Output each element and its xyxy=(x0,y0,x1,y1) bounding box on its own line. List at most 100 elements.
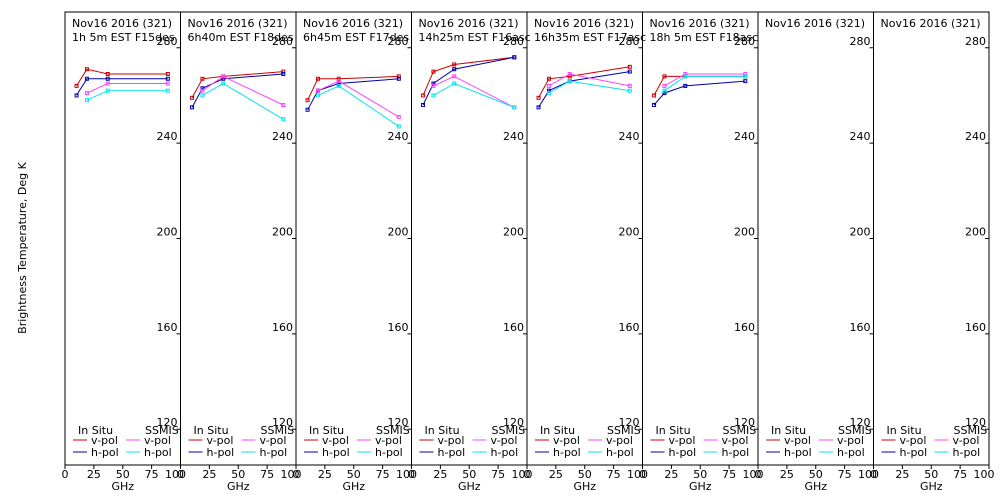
x-tick-label: 75 xyxy=(953,468,967,481)
x-tick-label: 50 xyxy=(578,468,592,481)
y-tick-label: 200 xyxy=(388,226,409,239)
data-point xyxy=(165,88,170,93)
legend-ssmis-h-pol-label: h-pol xyxy=(491,446,519,459)
legend-ssmis-header: SSMIS xyxy=(954,424,988,437)
series-line xyxy=(653,80,746,106)
x-tick-label: 100 xyxy=(974,468,995,481)
series-line xyxy=(317,85,400,127)
y-tick-label: 280 xyxy=(965,35,986,48)
data-point xyxy=(546,88,551,93)
data-point xyxy=(627,64,632,69)
series-line xyxy=(202,75,284,106)
x-tick-label: 100 xyxy=(512,468,533,481)
y-tick-label: 280 xyxy=(734,35,755,48)
data-point xyxy=(84,98,89,103)
panel-title-date: Nov16 2016 (321) xyxy=(534,17,634,30)
x-tick-label: 0 xyxy=(870,468,877,481)
series-line xyxy=(664,73,746,87)
data-point xyxy=(421,93,426,98)
series-line xyxy=(191,71,284,99)
legend-in-situ-v-pol-label: v-pol xyxy=(784,434,811,447)
x-tick-label: 75 xyxy=(722,468,736,481)
x-tick-label: 75 xyxy=(376,468,390,481)
legend-ssmis-h-pol-label: h-pol xyxy=(953,446,981,459)
data-point xyxy=(627,69,632,74)
legend-in-situ-h-pol-label: h-pol xyxy=(91,446,119,459)
series-line xyxy=(548,80,630,94)
legend-ssmis-v-pol-label: v-pol xyxy=(606,434,633,447)
series-line xyxy=(422,56,515,106)
data-point xyxy=(652,102,657,107)
panel-5: Nov16 2016 (321)16h35m EST F17asc 120 160 2… xyxy=(524,11,648,493)
x-tick-label: 25 xyxy=(202,468,216,481)
series-line xyxy=(317,80,400,118)
x-tick-label: 25 xyxy=(664,468,678,481)
data-point xyxy=(74,93,79,98)
legend-in-situ-v-pol-label: v-pol xyxy=(438,434,465,447)
data-point xyxy=(281,102,286,107)
x-tick-label: 50 xyxy=(231,468,245,481)
data-point xyxy=(536,105,541,110)
data-point xyxy=(315,88,320,93)
x-axis-label: GHz xyxy=(111,480,134,493)
x-axis-label: GHz xyxy=(573,480,596,493)
data-point xyxy=(652,93,657,98)
x-tick-label: 0 xyxy=(177,468,184,481)
legend-ssmis-v-pol-label: v-pol xyxy=(491,434,518,447)
data-point xyxy=(336,79,341,84)
data-point xyxy=(431,83,436,88)
series-line xyxy=(307,75,399,101)
x-tick-label: 75 xyxy=(607,468,621,481)
legend-in-situ-h-pol-label: h-pol xyxy=(322,446,350,459)
legend-in-situ-v-pol-label: v-pol xyxy=(91,434,118,447)
legend-ssmis-header: SSMIS xyxy=(492,424,526,437)
y-tick-label: 160 xyxy=(965,321,986,334)
data-point xyxy=(683,74,688,79)
data-point xyxy=(396,124,401,129)
data-point xyxy=(221,74,226,79)
series-line xyxy=(433,75,515,108)
series-line xyxy=(76,78,168,96)
data-point xyxy=(452,74,457,79)
legend-ssmis-header: SSMIS xyxy=(376,424,410,437)
panel-group: Nov16 2016 (321)1h 5m EST F15des12016020… xyxy=(62,11,995,493)
legend-ssmis-v-pol-label: v-pol xyxy=(722,434,749,447)
data-point xyxy=(683,83,688,88)
data-point xyxy=(74,83,79,88)
data-point xyxy=(546,91,551,96)
data-point xyxy=(512,105,517,110)
legend-ssmis-h-pol-label: h-pol xyxy=(260,446,288,459)
y-tick-label: 200 xyxy=(619,226,640,239)
data-point xyxy=(281,71,286,76)
x-tick-label: 25 xyxy=(549,468,563,481)
legend-in-situ-h-pol-label: h-pol xyxy=(900,446,928,459)
x-tick-label: 50 xyxy=(347,468,361,481)
data-point xyxy=(431,93,436,98)
legend-ssmis-header: SSMIS xyxy=(261,424,295,437)
x-tick-label: 0 xyxy=(408,468,415,481)
y-tick-label: 120 xyxy=(503,416,524,429)
x-axis-label: GHz xyxy=(689,480,712,493)
data-point xyxy=(627,83,632,88)
legend-in-situ-header: In Situ xyxy=(194,424,229,437)
legend-ssmis-header: SSMIS xyxy=(723,424,757,437)
x-tick-label: 100 xyxy=(281,468,302,481)
x-tick-label: 75 xyxy=(491,468,505,481)
data-point xyxy=(200,76,205,81)
legend-in-situ-h-pol-label: h-pol xyxy=(438,446,466,459)
panel-title-date: Nov16 2016 (321) xyxy=(650,17,750,30)
legend-in-situ-v-pol-label: v-pol xyxy=(669,434,696,447)
y-tick-label: 200 xyxy=(965,226,986,239)
legend-ssmis-h-pol-label: h-pol xyxy=(606,446,634,459)
y-tick-label: 280 xyxy=(619,35,640,48)
legend-ssmis-v-pol-label: v-pol xyxy=(837,434,864,447)
data-point xyxy=(305,98,310,103)
legend-in-situ-header: In Situ xyxy=(78,424,113,437)
data-point xyxy=(221,81,226,86)
panel-2: Nov16 2016 (321)6h40m EST F18des 120 160 20… xyxy=(177,11,302,493)
legend-in-situ-header: In Situ xyxy=(771,424,806,437)
data-point xyxy=(627,88,632,93)
data-point xyxy=(190,95,195,100)
data-point xyxy=(305,107,310,112)
x-tick-label: 50 xyxy=(809,468,823,481)
